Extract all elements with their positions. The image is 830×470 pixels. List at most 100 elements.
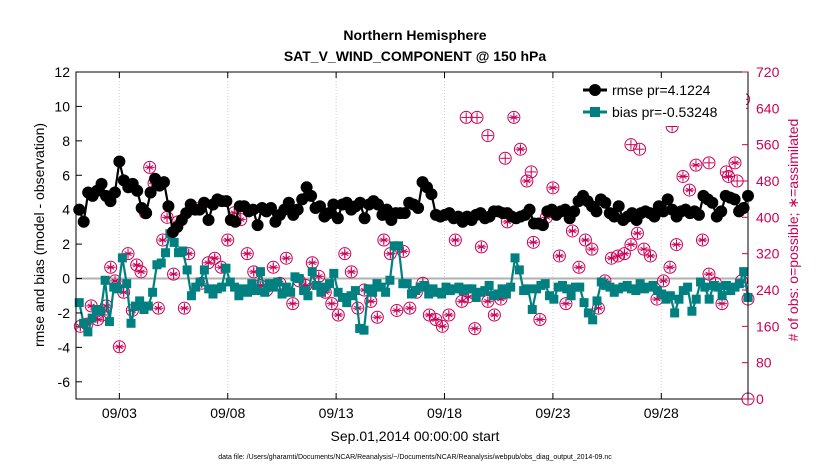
obs-possible-circle xyxy=(104,260,118,274)
obs-assimilated-stroke xyxy=(529,239,538,245)
obs-assimilated-stroke xyxy=(406,305,414,311)
obs-possible-circle xyxy=(585,242,599,256)
obs-assimilated-stroke xyxy=(627,242,635,248)
bias-point xyxy=(721,280,731,290)
obs-assimilated-marker xyxy=(180,304,189,313)
obs-possible-circle xyxy=(695,233,709,247)
obs-possible-circle xyxy=(546,181,560,195)
rmse-point xyxy=(692,208,705,221)
obs-assimilated-stroke xyxy=(380,237,388,243)
obs-assimilated-marker xyxy=(510,113,518,122)
bias-point xyxy=(346,291,356,301)
obs-assimilated-stroke xyxy=(341,251,349,257)
rmse-point xyxy=(536,219,549,232)
axis-layer: 09/03 09/08 09/13 09/18 09/23 09/28 -6 -4 -2 0 2 4 6… xyxy=(54,64,779,421)
obs-assimilated-stroke xyxy=(614,253,622,259)
bias-point xyxy=(376,282,386,292)
obs-assimilated-stroke xyxy=(653,296,661,302)
obs-assimilated-stroke xyxy=(731,160,739,166)
y-tick-label-left: -4 xyxy=(58,339,71,355)
y-tick-label-right: 480 xyxy=(756,173,780,189)
obs-possible-circle xyxy=(633,142,647,156)
bias-point xyxy=(480,286,490,296)
bias-point xyxy=(739,267,749,277)
y-tick-label-right: 560 xyxy=(756,137,780,153)
obs-assimilated-stroke xyxy=(169,271,178,277)
obs-assimilated-marker xyxy=(393,306,401,315)
obs-assimilated-marker xyxy=(282,254,290,263)
obs-assimilated-marker xyxy=(523,177,531,185)
bias-point xyxy=(333,287,343,297)
obs-assimilated-stroke xyxy=(607,255,616,261)
obs-possible-circle xyxy=(143,160,157,174)
obs-assimilated-marker xyxy=(646,251,655,260)
obs-possible-circle xyxy=(448,233,462,247)
obs-possible-circle xyxy=(422,308,436,322)
obs-possible-marker xyxy=(498,151,512,165)
rmse-point xyxy=(412,201,425,214)
legend-rmse-marker xyxy=(589,84,601,96)
obs-assimilated-marker xyxy=(224,236,232,245)
obs-possible-circle xyxy=(507,110,521,124)
obs-possible-circle xyxy=(552,249,566,263)
bias-point xyxy=(161,248,171,258)
obs-possible-circle xyxy=(669,238,683,252)
obs-assimilated-stroke xyxy=(705,271,713,277)
obs-possible-circle xyxy=(565,224,579,238)
obs-possible-circle xyxy=(470,110,484,124)
y-tick-label-left: 8 xyxy=(62,133,70,149)
bias-point xyxy=(87,313,97,323)
y-tick-label-right: 160 xyxy=(756,318,780,334)
bias-point xyxy=(169,237,179,247)
bias-point xyxy=(493,289,503,299)
obs-assimilated-stroke xyxy=(568,228,577,234)
obs-possible-circle xyxy=(498,151,512,165)
obs-assimilated-stroke xyxy=(679,174,687,179)
legend-bias-label: bias pr=-0.53248 xyxy=(612,104,718,120)
obs-assimilated-stroke xyxy=(510,114,518,120)
obs-assimilated-stroke xyxy=(549,185,557,191)
obs-possible-circle xyxy=(468,322,482,336)
obs-assimilated-marker xyxy=(367,297,375,306)
rmse-point xyxy=(108,186,121,199)
obs-possible-circle xyxy=(624,138,638,152)
rmse-point xyxy=(371,198,384,211)
obs-assimilated-stroke xyxy=(243,251,251,257)
obs-assimilated-marker xyxy=(672,240,681,249)
obs-possible-circle xyxy=(331,308,345,322)
bias-point xyxy=(79,318,89,328)
obs-assimilated-marker xyxy=(132,261,141,270)
obs-assimilated-stroke xyxy=(562,301,570,307)
obs-assimilated-stroke xyxy=(145,164,154,170)
obs-assimilated-marker xyxy=(575,263,583,272)
rmse-point xyxy=(331,212,344,225)
obs-assimilated-stroke xyxy=(516,146,525,152)
bias-point xyxy=(713,282,723,292)
bias-point xyxy=(467,284,477,294)
bias-point xyxy=(156,258,166,268)
obs-possible-circle xyxy=(702,267,716,281)
bias-point xyxy=(312,280,322,290)
obs-assimilated-stroke xyxy=(282,255,290,261)
bias-point xyxy=(273,277,283,287)
bias-point xyxy=(255,267,265,277)
bias-point xyxy=(648,280,658,290)
obs-assimilated-marker xyxy=(627,240,635,249)
obs-assimilated-marker xyxy=(549,183,557,192)
bias-point xyxy=(527,305,537,315)
x-tick-label: 09/28 xyxy=(644,405,679,421)
obs-assimilated-stroke xyxy=(425,312,434,318)
plot-frame xyxy=(75,71,749,400)
bias-point xyxy=(665,291,675,301)
rmse-point xyxy=(599,196,612,209)
obs-assimilated-marker xyxy=(445,310,453,319)
bias-point xyxy=(510,253,520,263)
obs-possible-marker xyxy=(459,110,473,124)
rmse-point xyxy=(95,177,108,190)
obs-assimilated-stroke xyxy=(620,251,629,257)
bias-point xyxy=(588,315,598,325)
obs-assimilated-marker xyxy=(633,229,642,238)
obs-assimilated-marker xyxy=(490,310,499,319)
obs-possible-circle xyxy=(572,260,586,274)
obs-possible-circle xyxy=(344,265,358,279)
